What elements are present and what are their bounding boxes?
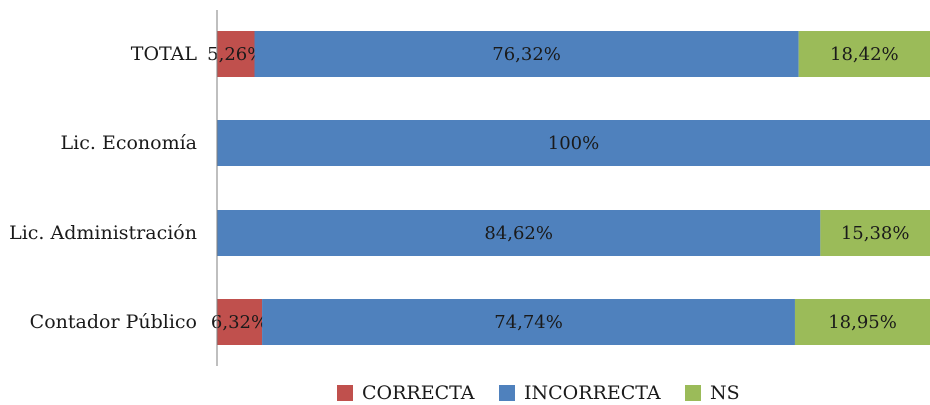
legend-label-ns: NS [710, 382, 740, 404]
bar-segment-ns [820, 210, 930, 256]
data-label: 76,32% [492, 44, 561, 65]
data-label: 100% [548, 133, 599, 154]
category-labels: TOTAL Lic. Economía Lic. Administración Con… [9, 43, 197, 333]
bar-segment-incorrecta [254, 31, 799, 77]
legend-label-correcta: CORRECTA [362, 382, 475, 404]
category-label: Lic. Administración [9, 222, 197, 244]
legend-label-incorrecta: INCORRECTA [524, 382, 661, 404]
legend: CORRECTA INCORRECTA NS [337, 382, 740, 404]
bar-segment-ns [794, 299, 930, 345]
data-label: 84,62% [484, 223, 553, 244]
legend-swatch-ns [685, 385, 701, 401]
bar-segment-correcta [217, 299, 263, 345]
data-label: 5,26% [207, 44, 264, 65]
data-label: 6,32% [211, 312, 268, 333]
data-label: 18,95% [828, 312, 897, 333]
bars-group: 5,26% 76,32% 18,42% 100% 84,62% 15,38% 6,32% 74… [207, 31, 930, 345]
bar-segment-ns [798, 31, 930, 77]
category-label: Contador Público [30, 311, 197, 333]
legend-swatch-incorrecta [499, 385, 515, 401]
bar-segment-incorrecta [217, 120, 930, 166]
bar-segment-incorrecta [262, 299, 795, 345]
data-label: 15,38% [841, 223, 910, 244]
category-label: TOTAL [131, 43, 198, 65]
data-label: 74,74% [494, 312, 563, 333]
bar-segment-correcta [217, 31, 255, 77]
legend-swatch-correcta [337, 385, 353, 401]
category-label: Lic. Economía [61, 132, 197, 154]
data-label: 18,42% [830, 44, 899, 65]
bar-segment-incorrecta [217, 210, 821, 256]
